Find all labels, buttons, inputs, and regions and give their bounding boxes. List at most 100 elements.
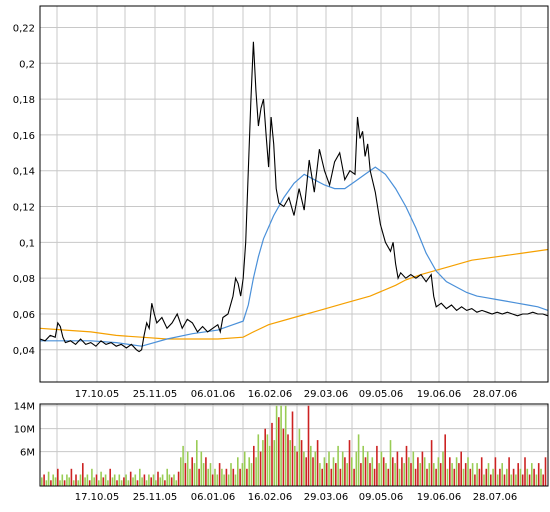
volume-y-tick-label: 14M — [14, 402, 35, 413]
volume-bar — [451, 463, 453, 486]
volume-bar — [72, 480, 75, 486]
price-y-tick-label: 0,12 — [13, 203, 35, 214]
volume-bar — [360, 463, 362, 486]
volume-bar — [389, 440, 392, 486]
volume-bar — [496, 474, 499, 486]
volume-bar — [287, 434, 289, 486]
volume-bar — [250, 463, 253, 486]
volume-bar — [127, 480, 130, 486]
volume-bar — [95, 474, 98, 486]
volume-bars — [41, 405, 547, 486]
volume-bar — [182, 445, 184, 486]
volume-bar — [469, 468, 472, 486]
volume-bar — [382, 457, 385, 486]
price-x-tick-label: 25.11.05 — [133, 389, 178, 400]
volume-x-tick-label: 19.06.06 — [417, 492, 462, 503]
volume-bar — [305, 457, 307, 486]
volume-bar — [394, 463, 396, 486]
volume-bar — [533, 468, 535, 486]
volume-bar — [401, 457, 403, 486]
volume-bar — [521, 474, 524, 486]
volume-bar — [332, 457, 335, 486]
volume-bar — [307, 405, 310, 486]
volume-bar — [113, 474, 116, 486]
volume-bar — [166, 468, 168, 486]
volume-bar — [355, 451, 358, 486]
volume-bar — [542, 474, 544, 486]
volume-bar — [426, 468, 428, 486]
volume-bar — [419, 463, 421, 486]
volume-bar — [380, 451, 383, 486]
volume-bar — [480, 457, 483, 486]
volume-bar — [211, 474, 214, 486]
volume-bar — [159, 477, 162, 486]
series-line-price — [39, 41, 549, 353]
volume-bar — [202, 463, 205, 486]
volume-bar — [369, 463, 371, 486]
volume-bar — [66, 474, 68, 486]
price-y-tick-label: 0,1 — [19, 238, 35, 249]
volume-bar — [262, 440, 264, 486]
volume-chart: 14M 10M 6M 17.10.05 25.11.05 06.01.06 16.02.0… — [14, 402, 549, 503]
volume-bar — [184, 463, 187, 486]
series-line-ma_short — [40, 166, 549, 347]
volume-bar — [109, 468, 111, 486]
volume-bar — [232, 468, 235, 486]
volume-bar — [537, 463, 540, 486]
series-line-ma_long — [39, 248, 549, 340]
volume-bar — [223, 474, 225, 486]
volume-bar — [291, 411, 294, 486]
volume-bar — [88, 480, 91, 486]
volume-bar — [239, 468, 241, 486]
volume-y-tick-label: 6M — [20, 448, 35, 459]
volume-bar — [271, 422, 273, 486]
volume-bar — [57, 468, 59, 486]
volume-bar — [280, 405, 282, 486]
price-y-tick-label: 0,16 — [13, 131, 35, 142]
volume-bar — [227, 474, 230, 486]
volume-bar — [191, 457, 193, 486]
volume-bar — [455, 457, 458, 486]
volume-bar — [43, 474, 45, 486]
volume-bar — [398, 468, 401, 486]
volume-bar — [52, 474, 54, 486]
volume-x-tick-label: 25.11.05 — [133, 492, 178, 503]
volume-bar — [414, 468, 417, 486]
volume-bar — [255, 457, 257, 486]
volume-bar — [82, 463, 84, 486]
volume-bar — [492, 468, 494, 486]
volume-bar — [257, 434, 260, 486]
price-y-tick-label: 0,08 — [13, 274, 35, 285]
volume-bar — [442, 451, 444, 486]
price-plot-frame — [39, 5, 549, 383]
volume-bar — [385, 463, 387, 486]
volume-bar — [47, 471, 50, 486]
volume-bar — [410, 463, 412, 486]
volume-bar — [200, 451, 203, 486]
volume-bar — [134, 474, 137, 486]
volume-bar — [462, 468, 465, 486]
volume-bar — [143, 474, 146, 486]
volume-bar — [348, 440, 351, 486]
price-grid — [40, 6, 548, 382]
price-x-tick-label: 28.07.06 — [473, 389, 518, 400]
volume-bar — [54, 477, 57, 486]
price-x-tick-label: 06.01.06 — [191, 389, 236, 400]
volume-bar — [444, 434, 446, 486]
volume-bar — [289, 440, 291, 486]
volume-bar — [341, 451, 344, 486]
volume-bar — [139, 468, 141, 486]
volume-bar — [209, 463, 212, 486]
volume-bar — [344, 457, 346, 486]
volume-bar — [93, 477, 95, 486]
volume-bar — [364, 457, 367, 486]
volume-bar — [478, 468, 481, 486]
price-chart: 0,22 0,2 0,18 0,16 0,14 0,12 0,1 0,08 0,06 0,04 1… — [13, 5, 549, 400]
volume-bar — [423, 457, 426, 486]
volume-bar — [371, 457, 374, 486]
volume-plot-frame — [39, 403, 549, 487]
volume-bar — [519, 468, 522, 486]
volume-bar — [155, 480, 157, 486]
volume-bar — [296, 451, 298, 486]
